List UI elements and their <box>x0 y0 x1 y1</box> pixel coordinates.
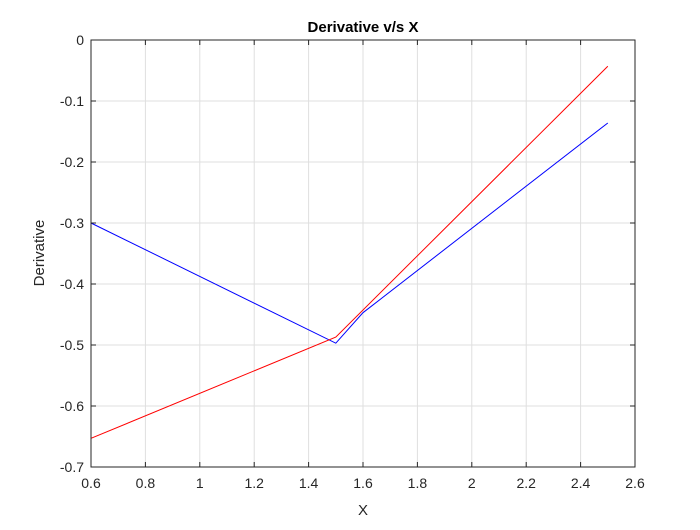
x-tick-label: 0.8 <box>136 475 156 491</box>
ticks <box>90 39 636 468</box>
x-tick-label: 1.4 <box>299 475 319 491</box>
x-tick-label: 1 <box>196 475 204 491</box>
series-line-2 <box>90 65 609 439</box>
y-tick-label: -0.2 <box>60 154 84 170</box>
y-tick-label: -0.1 <box>60 93 84 109</box>
x-tick-label: 2.2 <box>516 475 536 491</box>
series-layer <box>90 65 609 439</box>
x-tick-label: 2 <box>468 475 476 491</box>
tick-labels: 0.6 0.8 1 1.2 1.4 1.6 1.8 2 2.2 2.4 2.6 0 -0.1 -0.2 -0… <box>60 32 645 491</box>
x-tick-label: 1.6 <box>353 475 373 491</box>
x-axis-label: X <box>358 502 368 519</box>
series-line-1 <box>90 122 609 344</box>
y-tick-label: -0.4 <box>60 276 84 292</box>
y-tick-label: -0.6 <box>60 398 84 414</box>
y-axis-label: Derivative <box>31 220 48 287</box>
y-tick-label: -0.3 <box>60 215 84 231</box>
y-tick-label: -0.7 <box>60 459 84 475</box>
x-tick-label: 1.8 <box>408 475 428 491</box>
y-tick-label: -0.5 <box>60 337 84 353</box>
chart-title: Derivative v/s X <box>308 19 419 36</box>
x-tick-label: 1.2 <box>244 475 264 491</box>
y-tick-label: 0 <box>76 32 84 48</box>
x-tick-label: 0.6 <box>81 475 101 491</box>
x-tick-label: 2.4 <box>571 475 591 491</box>
x-tick-label: 2.6 <box>625 475 645 491</box>
